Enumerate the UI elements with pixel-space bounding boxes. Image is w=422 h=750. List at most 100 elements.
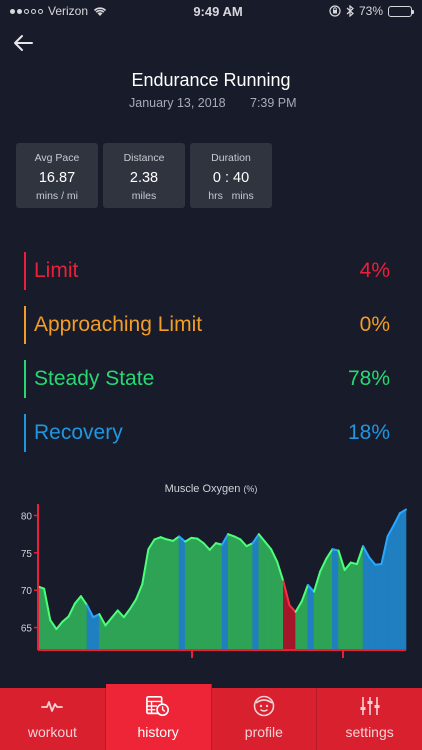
- zone-indicator-bar: [24, 414, 26, 452]
- chart-line-segment: [245, 542, 254, 548]
- chart-line-segment: [233, 535, 242, 541]
- chart-line-segment: [104, 616, 113, 627]
- face-icon: [252, 694, 276, 718]
- chart-title: Muscle Oxygen (%): [0, 483, 422, 495]
- chart-area-segment: [399, 508, 407, 651]
- chart-area-segment: [197, 538, 204, 651]
- zone-name: Approaching Limit: [34, 313, 203, 336]
- chart-line-segment: [337, 549, 346, 572]
- zone-limit: Limit 4%: [24, 252, 390, 290]
- chart-line-segment: [190, 536, 199, 540]
- wifi-icon: [93, 6, 107, 16]
- chart-line-segment: [368, 556, 377, 566]
- chart-line-segment: [343, 561, 352, 572]
- session-time: 7:39 PM: [250, 96, 297, 110]
- chart-area-segment: [332, 548, 339, 651]
- chart-line-segment: [288, 604, 297, 613]
- chart-line-segment: [276, 560, 285, 583]
- chart-line-segment: [61, 615, 70, 623]
- chart-line-segment: [79, 595, 89, 607]
- chart-area-segment: [191, 537, 198, 651]
- chart-axes: 65 70 75 80: [21, 504, 406, 658]
- chart-line-segment: [306, 583, 315, 593]
- back-button[interactable]: [10, 30, 36, 56]
- chart-line-segment: [129, 598, 138, 610]
- chart-area-segment: [74, 595, 82, 651]
- chart-line-segment: [392, 512, 401, 527]
- chart-line-segment: [55, 620, 64, 631]
- zone-percent: 18%: [347, 421, 390, 444]
- carrier-label: Verizon: [48, 4, 89, 18]
- chart-area-segment: [252, 533, 260, 651]
- chart-area-segment: [350, 562, 358, 651]
- chart-area-segment: [264, 540, 272, 651]
- chart-line-segment: [319, 557, 328, 573]
- chart-line-segment: [251, 533, 260, 545]
- chart-line-segment: [67, 602, 76, 618]
- zone-indicator-bar: [24, 252, 26, 290]
- chart-line-segment: [92, 613, 101, 619]
- chart-line-segment: [325, 548, 334, 560]
- chart-area-segment: [368, 556, 376, 651]
- chart-area-segment: [215, 542, 223, 651]
- chart-area-segment: [203, 542, 211, 651]
- chart-area-segment: [221, 533, 229, 651]
- chart-area-segment: [92, 613, 100, 651]
- tab-history[interactable]: history: [105, 684, 212, 750]
- chart-area-segment: [160, 536, 168, 651]
- chart-line-segment: [214, 542, 223, 546]
- chart-line-segment: [349, 561, 358, 566]
- chart-line-segment: [98, 613, 107, 627]
- chart-line-segment: [37, 585, 46, 590]
- chart-line-segment: [362, 545, 371, 559]
- chart-area-segment: [270, 548, 278, 651]
- battery-percent: 73%: [358, 4, 383, 18]
- tab-workout[interactable]: workout: [0, 688, 106, 750]
- status-bar: Verizon 9:49 AM 73%: [0, 0, 422, 22]
- orientation-lock-icon: [329, 5, 341, 17]
- session-date: January 13, 2018: [129, 96, 226, 110]
- chart-area-segment: [166, 539, 174, 651]
- tab-label: profile: [244, 724, 283, 740]
- chart-line-segment: [141, 548, 150, 586]
- zone-approaching-limit: Approaching Limit 0%: [24, 306, 390, 344]
- chart-line-segment: [374, 563, 383, 566]
- tab-label: settings: [345, 724, 394, 740]
- chart-area-segment: [325, 548, 333, 651]
- zone-percent: 0%: [359, 313, 390, 336]
- signal-strength-icon: [10, 8, 43, 14]
- tab-label: history: [137, 724, 179, 740]
- chart-area-segment: [148, 538, 155, 651]
- muscle-oxygen-chart: 65 70 75 80: [21, 504, 407, 658]
- chart-line-segment: [165, 538, 174, 542]
- sliders-icon: [358, 694, 382, 718]
- chart-area-segment: [344, 561, 352, 651]
- battery-icon: [388, 5, 414, 17]
- status-right: 73%: [329, 4, 414, 18]
- chart-area-segment: [362, 545, 370, 651]
- chart-area-segment: [319, 558, 327, 651]
- chart-line-segment: [257, 533, 266, 543]
- zone-percent: 4%: [359, 259, 390, 282]
- stat-card-distance: Distance 2.38 miles: [103, 143, 185, 208]
- chart-line-segment: [135, 583, 144, 601]
- chart-line-segment: [294, 600, 303, 613]
- stat-label: Distance: [123, 152, 165, 164]
- zone-indicator-bar: [24, 360, 26, 398]
- zone-name: Recovery: [34, 421, 123, 444]
- bottom-tab-bar: workout history profile: [0, 684, 422, 750]
- chart-area-segments: [37, 508, 407, 651]
- chart-line-segments: [37, 508, 407, 631]
- zone-percent: 78%: [347, 367, 390, 390]
- chart-line-segment: [398, 508, 407, 515]
- chart-area-segment: [258, 533, 266, 651]
- chart-line-segment: [239, 538, 248, 548]
- chart-line-segment: [386, 524, 395, 538]
- zone-name: Steady State: [34, 367, 155, 390]
- tab-profile[interactable]: profile: [212, 688, 318, 750]
- chart-line-segment: [380, 535, 389, 566]
- tab-settings[interactable]: settings: [317, 688, 422, 750]
- chart-area-segment: [154, 536, 161, 651]
- stat-value: 2.38: [129, 170, 159, 186]
- chart-line-segment: [355, 545, 365, 566]
